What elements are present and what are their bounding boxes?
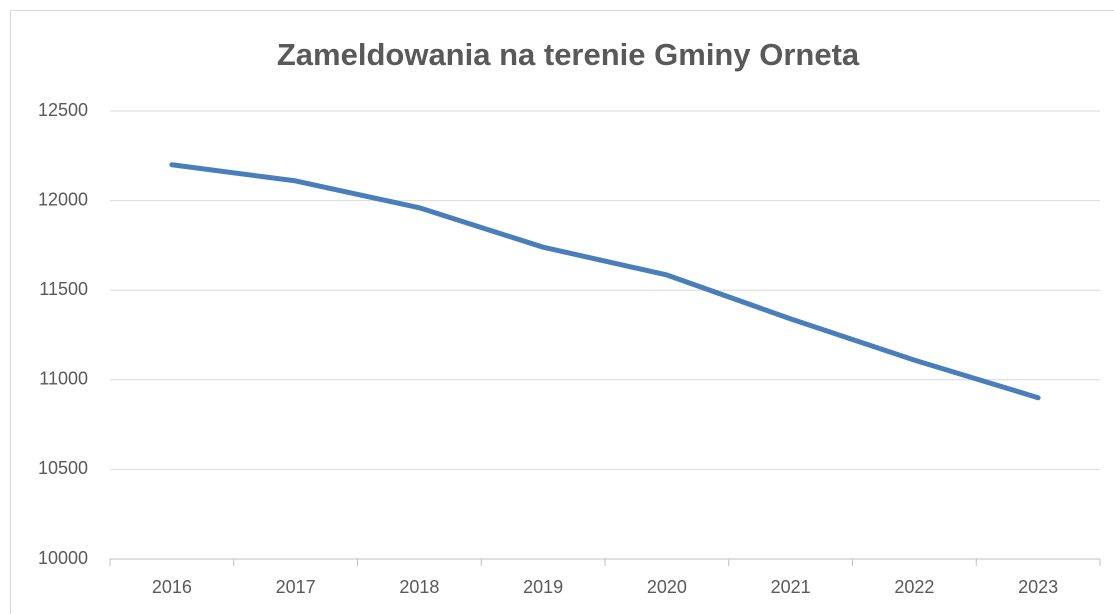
y-tick-label: 12500 xyxy=(38,100,88,120)
y-tick-label: 10500 xyxy=(38,458,88,478)
x-tick-label: 2017 xyxy=(276,577,316,597)
line-series xyxy=(169,162,1041,401)
x-tick-label: 2019 xyxy=(523,577,563,597)
x-tick-label: 2021 xyxy=(771,577,811,597)
chart-border xyxy=(10,10,1114,614)
y-tick-label: 10000 xyxy=(38,548,88,568)
y-tick-label: 11000 xyxy=(39,369,88,389)
x-tick-label: 2023 xyxy=(1018,577,1058,597)
y-tick-label: 11500 xyxy=(39,279,88,299)
x-tick-label: 2022 xyxy=(894,577,934,597)
chart-title: Zameldowania na terenie Gminy Orneta xyxy=(277,37,860,72)
x-tick-label: 2020 xyxy=(647,577,687,597)
y-tick-label: 12000 xyxy=(38,189,88,209)
x-tick-label: 2018 xyxy=(399,577,439,597)
x-tick-label: 2016 xyxy=(152,577,192,597)
